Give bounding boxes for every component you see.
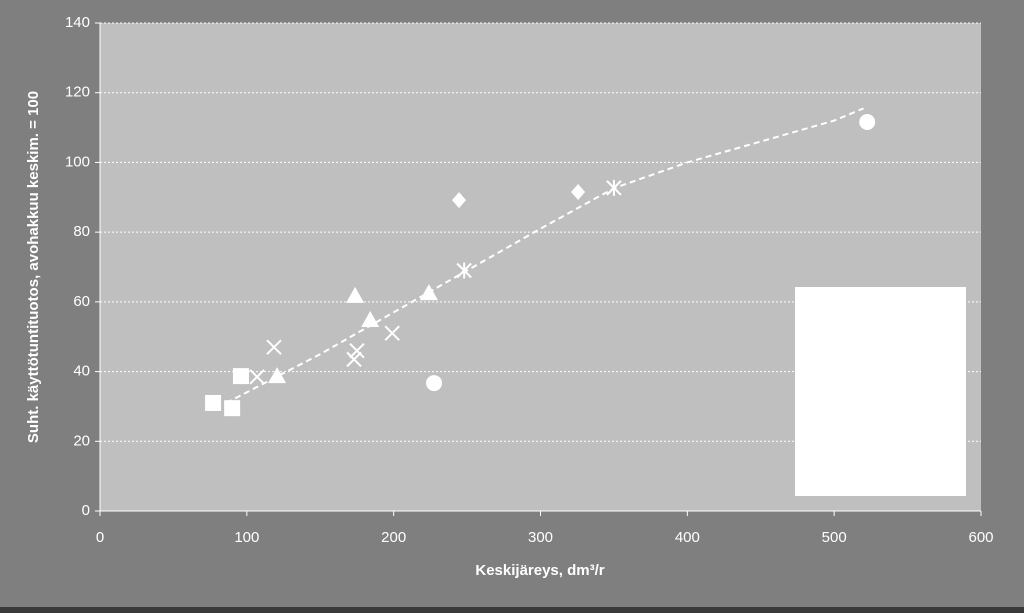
x-tick-label: 0 <box>96 529 104 546</box>
y-tick-label: 20 <box>73 432 90 449</box>
marker-square <box>224 400 241 417</box>
y-tick-label: 100 <box>65 153 90 170</box>
marker-cross <box>266 339 282 355</box>
x-axis-label: Keskijäreys, dm³/r <box>475 562 604 579</box>
marker-triangle <box>268 367 287 384</box>
marker-square <box>205 394 222 411</box>
marker-diamond <box>452 192 467 209</box>
marker-circle <box>859 113 876 130</box>
marker-triangle <box>419 284 438 301</box>
x-tick-label: 100 <box>234 529 259 546</box>
y-tick-label: 140 <box>65 14 90 31</box>
bottom-edge <box>0 607 1024 613</box>
y-tick-label: 120 <box>65 84 90 101</box>
x-tick-label: 400 <box>675 529 700 546</box>
marker-triangle <box>346 286 365 303</box>
marker-asterisk <box>606 179 622 196</box>
y-tick-label: 40 <box>73 363 90 380</box>
marker-cross <box>349 342 365 359</box>
marker-asterisk <box>456 262 472 279</box>
x-tick-label: 200 <box>381 529 406 546</box>
y-tick-label: 0 <box>82 502 90 519</box>
x-tick-label: 500 <box>822 529 847 546</box>
marker-cross <box>346 351 362 368</box>
y-axis-label: Suht. käyttötuntituotos, avohakkuu keski… <box>25 91 42 443</box>
y-tick-label: 80 <box>73 223 90 240</box>
marker-cross <box>249 369 265 385</box>
y-tick-label: 60 <box>73 293 90 310</box>
trendline <box>225 107 864 404</box>
marker-diamond <box>571 184 586 201</box>
x-tick-label: 600 <box>968 529 993 546</box>
marker-circle <box>426 375 443 392</box>
marker-cross <box>384 325 400 341</box>
legend <box>795 287 966 496</box>
marker-triangle <box>361 310 380 327</box>
x-tick-label: 300 <box>528 529 553 546</box>
marker-square <box>232 368 249 385</box>
